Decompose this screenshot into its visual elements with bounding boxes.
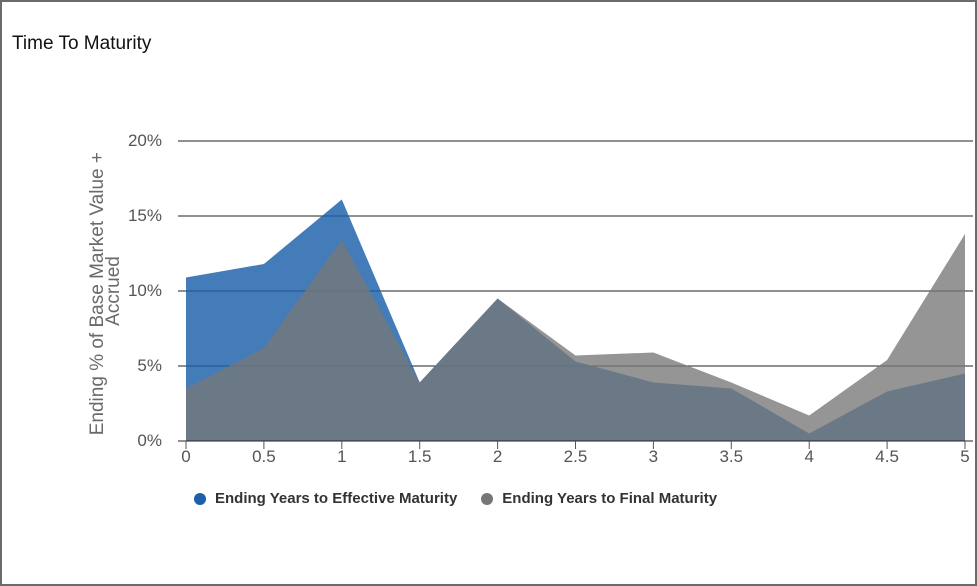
x-tick-label: 0 (181, 447, 190, 466)
x-tick-label: 4 (804, 447, 813, 466)
area-final-maturity[interactable] (186, 234, 965, 441)
x-tick-label: 1 (337, 447, 346, 466)
legend: Ending Years to Effective Maturity Endin… (194, 490, 741, 507)
x-tick-label: 1.5 (408, 447, 432, 466)
y-tick-label: 10% (128, 281, 162, 300)
y-tick-label: 5% (137, 356, 162, 375)
y-tick-label: 20% (128, 131, 162, 150)
legend-label-final-maturity: Ending Years to Final Maturity (502, 490, 718, 507)
y-axis-label-line-1: Ending % of Base Market Value + (87, 152, 108, 435)
area-series (186, 199, 965, 441)
y-tick-label: 15% (128, 206, 162, 225)
legend-label-effective-maturity: Ending Years to Effective Maturity (215, 490, 458, 507)
legend-marker-final-maturity (481, 492, 494, 505)
x-tick-label: 2.5 (564, 447, 588, 466)
x-tick-label: 0.5 (252, 447, 276, 466)
y-axis-label-line-2: Accrued (103, 256, 124, 326)
x-tick-label: 3 (649, 447, 658, 466)
chart-title: Time To Maturity (12, 33, 152, 54)
legend-item-effective-maturity[interactable]: Ending Years to Effective Maturity (194, 490, 457, 507)
legend-item-final-maturity[interactable]: Ending Years to Final Maturity (481, 490, 717, 507)
axes: 0% 5% 10% 15% 20% 0 0.5 1 1.5 2 2.5 3 3.5 4 4.5 5 (128, 131, 973, 466)
x-tick-label: 4.5 (875, 447, 899, 466)
y-axis-label: Ending % of Base Market Value + Accrued (87, 147, 124, 436)
x-tick-label: 3.5 (719, 447, 743, 466)
y-tick-label: 0% (137, 431, 162, 450)
legend-marker-effective-maturity (194, 492, 206, 505)
x-tick-label: 2 (493, 447, 502, 466)
x-tick-label: 5 (960, 447, 969, 466)
